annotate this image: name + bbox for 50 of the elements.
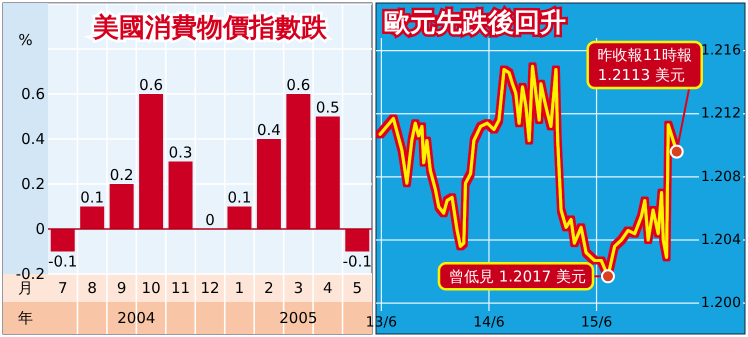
y-tick-label: 1.204 — [700, 232, 742, 248]
data-label: 0.2 — [110, 166, 134, 184]
x-tick-label: 9 — [116, 279, 126, 297]
data-label: 0.1 — [228, 188, 252, 206]
chart-title: 美國消費物價指數跌 — [92, 13, 328, 43]
x-tick-label: 4 — [323, 279, 333, 297]
data-label: 0 — [205, 211, 215, 229]
data-label: -0.1 — [342, 252, 372, 271]
bar — [80, 206, 104, 229]
x-tick-label: 1 — [234, 279, 244, 297]
bar — [227, 206, 252, 229]
x-tick-label: 15/6 — [580, 314, 612, 330]
bar — [286, 94, 310, 229]
x-tick-label: 14/6 — [473, 314, 505, 330]
annotation: 昨收報11時報 1.2113 美元 — [598, 46, 692, 84]
text: 2005 — [279, 309, 318, 327]
bar — [50, 229, 75, 252]
bar — [316, 116, 340, 229]
y-tick-label: 0.4 — [21, 130, 45, 148]
x-tick-label: 8 — [87, 279, 97, 297]
data-label: 0.4 — [256, 121, 281, 139]
text: 年 — [18, 309, 33, 327]
bar — [168, 162, 193, 229]
bar — [139, 94, 164, 229]
x-tick-label: 12 — [200, 279, 220, 297]
y-tick-label: 0.2 — [21, 175, 45, 193]
chart-title: 歐元先跌後回升 — [384, 8, 566, 38]
bar — [110, 184, 134, 229]
y-tick-label: 0.6 — [21, 85, 45, 103]
x-tick-label: 7 — [58, 279, 68, 297]
text: 2004 — [117, 309, 156, 327]
x-tick-label: 2 — [264, 279, 274, 297]
data-label: -0.1 — [48, 252, 78, 271]
y-tick-label: 1.200 — [700, 295, 741, 312]
x-tick-label: 5 — [352, 279, 362, 297]
data-label: 0.3 — [168, 144, 192, 162]
annotation: 曾低見 1.2017 美元 — [448, 267, 586, 286]
x-tick-label: 11 — [171, 279, 190, 297]
y-tick-label: 1.212 — [700, 106, 741, 122]
y-axis-title: % — [18, 31, 33, 49]
x-tick-label: 3 — [294, 279, 304, 297]
data-label: 0.6 — [286, 76, 310, 94]
data-label: 0.1 — [80, 188, 104, 206]
bar — [345, 229, 370, 252]
x-tick-label: 10 — [142, 279, 161, 297]
data-label: 0.5 — [316, 98, 340, 116]
bar — [256, 139, 281, 229]
y-tick-label: 1.208 — [700, 168, 741, 185]
data-label: 0.6 — [139, 76, 164, 94]
y-tick-label: 0 — [35, 220, 45, 238]
